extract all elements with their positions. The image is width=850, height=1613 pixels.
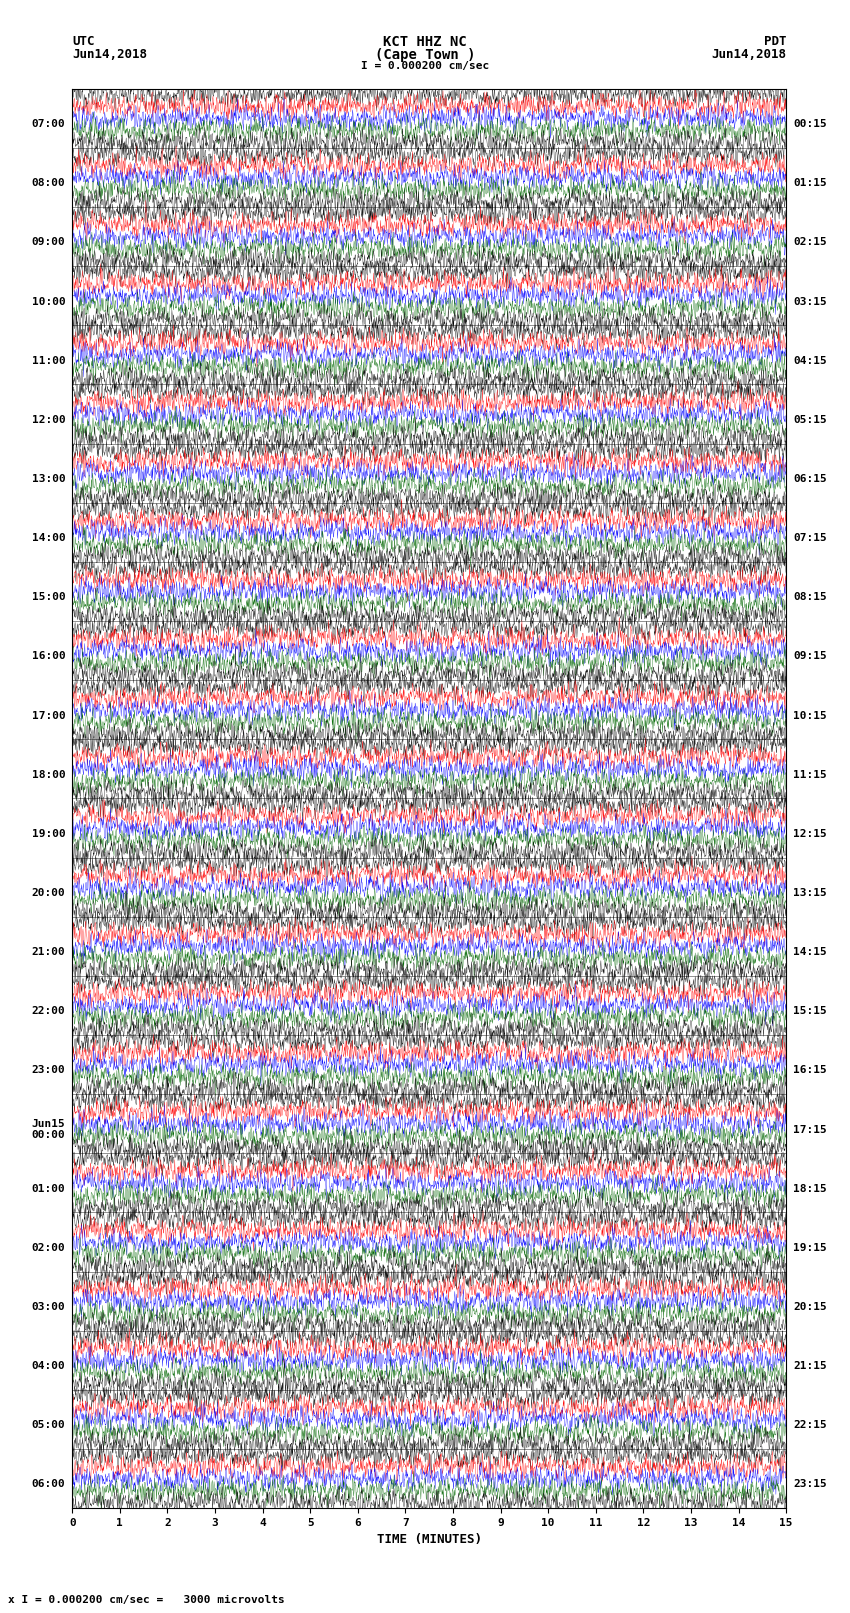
Text: Jun14,2018: Jun14,2018 <box>72 48 147 61</box>
Text: 14:15: 14:15 <box>793 947 827 957</box>
Text: UTC: UTC <box>72 35 94 48</box>
Text: 19:00: 19:00 <box>31 829 65 839</box>
Text: 03:00: 03:00 <box>31 1302 65 1311</box>
Text: 22:00: 22:00 <box>31 1007 65 1016</box>
Text: 15:15: 15:15 <box>793 1007 827 1016</box>
Text: 18:00: 18:00 <box>31 769 65 779</box>
Text: 22:15: 22:15 <box>793 1421 827 1431</box>
Text: 16:00: 16:00 <box>31 652 65 661</box>
Text: 02:00: 02:00 <box>31 1244 65 1253</box>
Text: 18:15: 18:15 <box>793 1184 827 1194</box>
Text: 02:15: 02:15 <box>793 237 827 247</box>
Text: 20:15: 20:15 <box>793 1302 827 1311</box>
X-axis label: TIME (MINUTES): TIME (MINUTES) <box>377 1534 482 1547</box>
Text: 10:15: 10:15 <box>793 711 827 721</box>
Text: 00:15: 00:15 <box>793 119 827 129</box>
Text: 12:15: 12:15 <box>793 829 827 839</box>
Text: 16:15: 16:15 <box>793 1066 827 1076</box>
Text: Jun14,2018: Jun14,2018 <box>711 48 786 61</box>
Text: 03:15: 03:15 <box>793 297 827 306</box>
Text: 14:00: 14:00 <box>31 534 65 544</box>
Text: 05:15: 05:15 <box>793 415 827 424</box>
Text: x I = 0.000200 cm/sec =   3000 microvolts: x I = 0.000200 cm/sec = 3000 microvolts <box>8 1595 286 1605</box>
Text: 10:00: 10:00 <box>31 297 65 306</box>
Text: 20:00: 20:00 <box>31 889 65 898</box>
Text: 21:00: 21:00 <box>31 947 65 957</box>
Text: 06:00: 06:00 <box>31 1479 65 1489</box>
Text: 04:15: 04:15 <box>793 356 827 366</box>
Text: 04:00: 04:00 <box>31 1361 65 1371</box>
Text: 08:15: 08:15 <box>793 592 827 602</box>
Text: 11:00: 11:00 <box>31 356 65 366</box>
Text: 09:15: 09:15 <box>793 652 827 661</box>
Text: KCT HHZ NC: KCT HHZ NC <box>383 35 467 50</box>
Text: 17:15: 17:15 <box>793 1124 827 1134</box>
Text: 19:15: 19:15 <box>793 1244 827 1253</box>
Text: 17:00: 17:00 <box>31 711 65 721</box>
Text: 01:15: 01:15 <box>793 179 827 189</box>
Text: Jun15
00:00: Jun15 00:00 <box>31 1119 65 1140</box>
Text: 05:00: 05:00 <box>31 1421 65 1431</box>
Text: I = 0.000200 cm/sec: I = 0.000200 cm/sec <box>361 61 489 71</box>
Text: 21:15: 21:15 <box>793 1361 827 1371</box>
Text: (Cape Town ): (Cape Town ) <box>375 48 475 63</box>
Text: PDT: PDT <box>764 35 786 48</box>
Text: 13:15: 13:15 <box>793 889 827 898</box>
Text: 01:00: 01:00 <box>31 1184 65 1194</box>
Text: 06:15: 06:15 <box>793 474 827 484</box>
Text: 09:00: 09:00 <box>31 237 65 247</box>
Text: 13:00: 13:00 <box>31 474 65 484</box>
Text: 11:15: 11:15 <box>793 769 827 779</box>
Text: 15:00: 15:00 <box>31 592 65 602</box>
Text: 08:00: 08:00 <box>31 179 65 189</box>
Text: 23:00: 23:00 <box>31 1066 65 1076</box>
Text: 07:15: 07:15 <box>793 534 827 544</box>
Text: 23:15: 23:15 <box>793 1479 827 1489</box>
Text: 07:00: 07:00 <box>31 119 65 129</box>
Text: 12:00: 12:00 <box>31 415 65 424</box>
